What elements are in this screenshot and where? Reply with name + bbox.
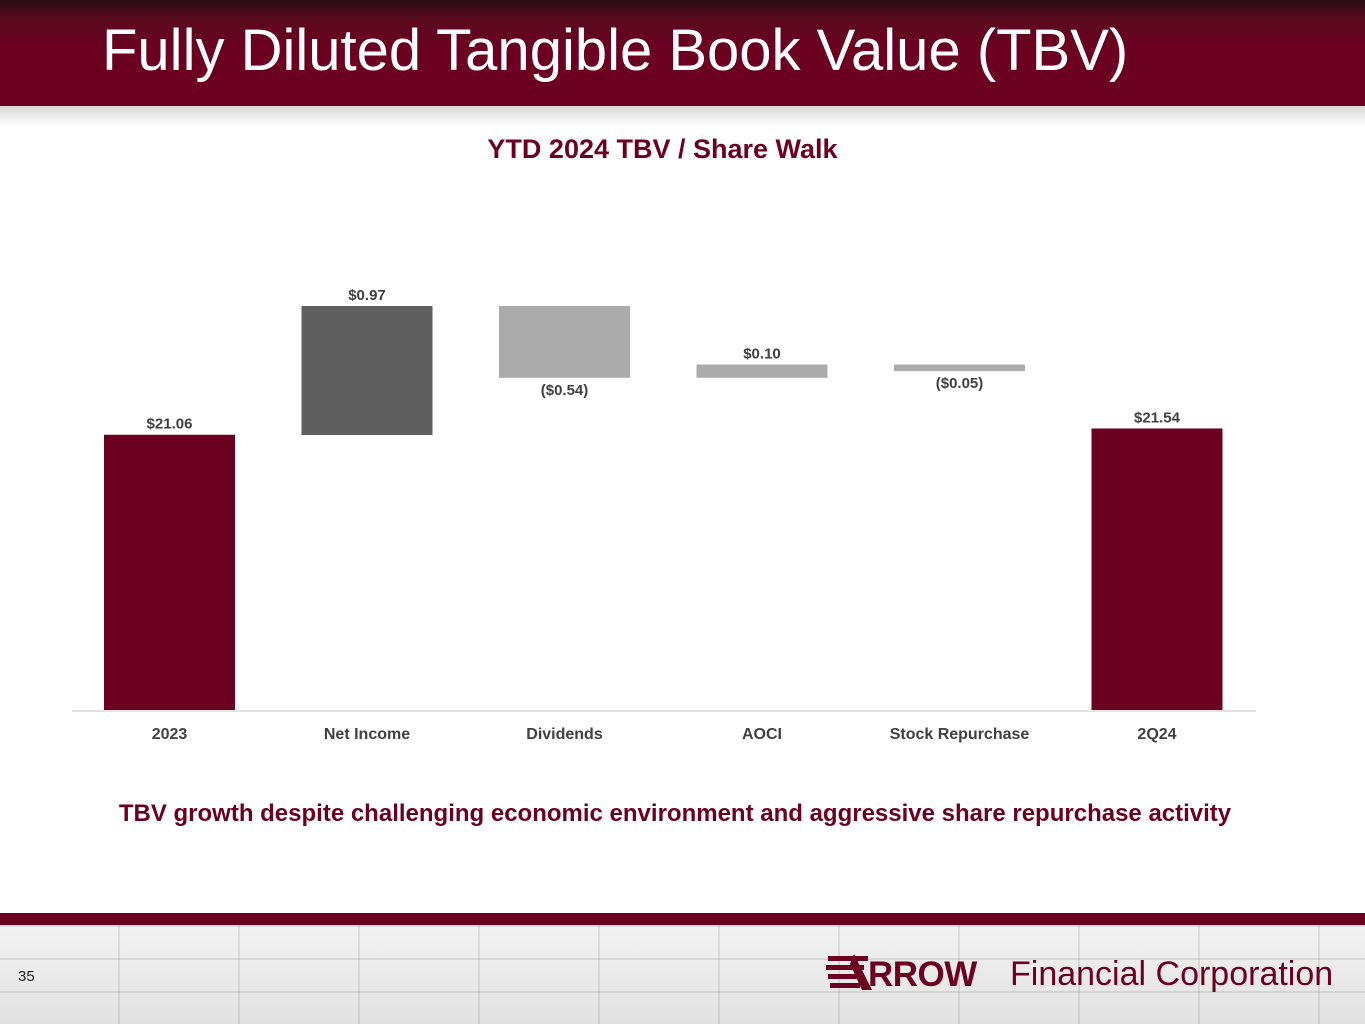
data-label: $0.97 [348, 287, 386, 304]
x-tick-label: Net Income [324, 726, 410, 743]
waterfall-chart: $21.06 2023 $0.97 Net Income ($0.54) Dividend… [72, 287, 1256, 743]
x-tick-label: 2Q24 [1137, 726, 1176, 743]
x-tick-label: Stock Repurchase [890, 726, 1030, 743]
logo-company-name: Financial Corporation [1010, 955, 1334, 993]
logo-arrow-word: RROW [868, 955, 977, 994]
x-tick-label: AOCI [742, 726, 782, 743]
slide-title: Fully Diluted Tangible Book Value (TBV) [102, 18, 1129, 83]
bar-net-income [301, 305, 433, 435]
data-label: ($0.54) [541, 382, 589, 399]
title-banner [0, 0, 1365, 106]
footer-bar [0, 913, 1365, 925]
data-label: $21.54 [1134, 409, 1181, 426]
arrow-logo-icon [826, 954, 872, 990]
footer-brick-background [0, 925, 1365, 1024]
bar-dividends [499, 305, 630, 378]
title-banner-shadow [0, 106, 1365, 126]
bar-stock-repurchase [894, 364, 1025, 372]
x-tick-label: Dividends [526, 726, 603, 743]
bar-aoci [696, 364, 828, 378]
bar-2q24 [1091, 428, 1223, 710]
company-logo: RROW Financial Corporation [826, 950, 1356, 1000]
data-label: $21.06 [147, 416, 193, 433]
data-label: $0.10 [743, 346, 781, 363]
tagline: TBV growth despite challenging economic … [118, 800, 1232, 827]
page-number: 35 [18, 968, 35, 985]
data-label: ($0.05) [936, 375, 984, 392]
x-tick-label: 2023 [152, 726, 188, 743]
chart-title: YTD 2024 TBV / Share Walk [487, 134, 838, 164]
bar-2023 [104, 434, 235, 710]
